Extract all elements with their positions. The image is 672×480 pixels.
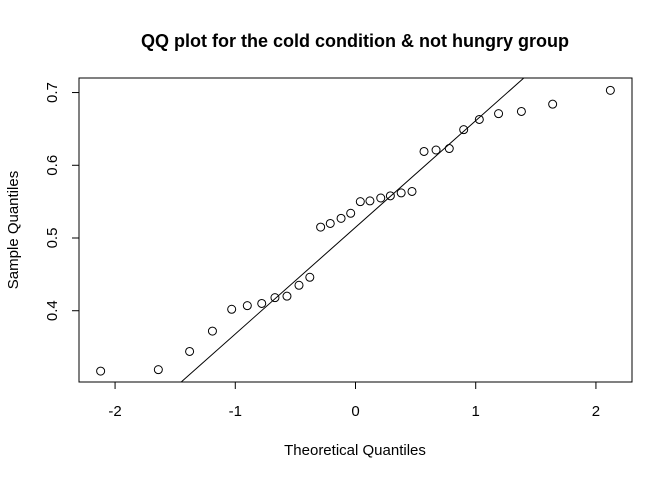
data-point [459,125,469,135]
x-tick-label: -1 [229,403,242,420]
data-points [96,85,615,376]
data-point [336,213,346,223]
plot-frame [78,77,633,383]
y-axis-label: Sample Quantiles [5,171,22,289]
y-tick-label: 0.5 [44,228,61,249]
data-point [516,106,526,116]
data-point [96,366,106,376]
data-point [407,186,417,196]
y-tick-label: 0.4 [44,300,61,321]
y-tick-label: 0.6 [44,155,61,176]
data-point [270,293,280,303]
data-point [365,196,375,206]
data-point [282,291,292,301]
data-point [346,208,356,218]
data-point [548,99,558,109]
chart-title: QQ plot for the cold condition & not hun… [141,31,569,51]
data-point [385,191,395,201]
x-tick-label: 0 [351,403,359,420]
x-tick-label: 1 [472,403,480,420]
data-point [185,346,195,356]
data-point [257,298,267,308]
reference-line [180,77,525,383]
data-point [431,145,441,155]
data-point [474,114,484,124]
data-point [605,85,615,95]
data-point [153,365,163,375]
data-point [207,326,217,336]
y-tick-label: 0.7 [44,82,61,103]
data-point [325,218,335,228]
x-tick-label: 2 [592,403,600,420]
data-point [294,280,304,290]
data-point [376,193,386,203]
data-point [227,304,237,314]
data-point [242,301,252,311]
data-point [419,146,429,156]
data-point [396,188,406,198]
x-axis: -2 -1 0 1 2 [108,381,600,420]
data-point [316,222,326,232]
x-tick-label: -2 [108,403,121,420]
y-axis: 0.4 0.5 0.6 0.7 [44,82,80,321]
x-axis-label: Theoretical Quantiles [284,442,426,459]
data-point [305,272,315,282]
data-point [444,144,454,154]
data-point [494,109,504,119]
data-point [355,197,365,207]
